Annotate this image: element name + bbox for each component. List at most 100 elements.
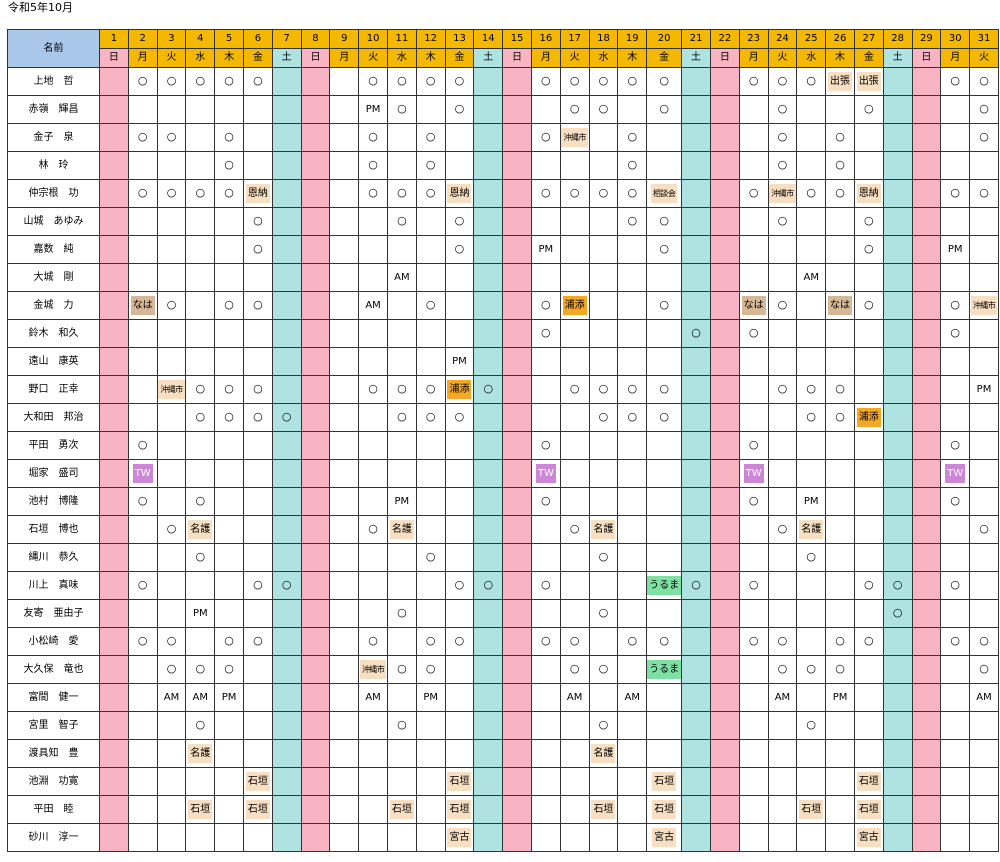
day-number-header: 1: [99, 29, 129, 49]
schedule-cell: [329, 459, 360, 488]
schedule-cell: ○: [767, 291, 798, 320]
schedule-cell: [911, 67, 942, 96]
schedule-cell: [853, 151, 884, 180]
schedule-cell: [882, 403, 913, 432]
schedule-cell: [617, 571, 648, 600]
attendance-mark: ○: [368, 186, 378, 199]
schedule-cell: [329, 431, 360, 460]
schedule-cell: [156, 403, 187, 432]
attendance-mark: ○: [541, 634, 551, 647]
schedule-cell: [738, 123, 769, 152]
schedule-cell: [969, 403, 999, 432]
schedule-cell: ○: [853, 207, 884, 236]
schedule-cell: [796, 95, 827, 124]
schedule-cell: [709, 515, 740, 544]
schedule-cell: [796, 207, 827, 236]
schedule-cell: [300, 263, 331, 292]
schedule-cell: AM: [358, 683, 388, 712]
schedule-entry: 石垣: [447, 800, 472, 819]
schedule-cell: [617, 291, 648, 320]
schedule-entry: PM: [947, 243, 963, 255]
attendance-mark: ○: [598, 102, 609, 115]
schedule-cell: [473, 739, 504, 768]
schedule-cell: [300, 123, 331, 152]
schedule-entry: 浦添: [856, 408, 881, 427]
attendance-mark: ○: [137, 438, 148, 451]
schedule-cell: [473, 823, 504, 852]
schedule-cell: [969, 599, 999, 628]
schedule-cell: [386, 823, 417, 852]
schedule-cell: [738, 599, 769, 628]
day-number-header: 26: [825, 29, 855, 49]
schedule-cell: [882, 459, 913, 488]
day-number-header: 20: [646, 29, 683, 49]
schedule-cell: ○: [588, 543, 619, 572]
schedule-cell: [127, 515, 158, 544]
attendance-mark: ○: [425, 130, 436, 143]
schedule-cell: [940, 795, 971, 824]
schedule-entry: AM: [624, 691, 640, 703]
schedule-cell: ○: [969, 95, 999, 124]
schedule-cell: [911, 823, 942, 852]
attendance-mark: ○: [979, 522, 989, 535]
schedule-cell: [617, 95, 648, 124]
attendance-mark: ○: [864, 578, 874, 591]
schedule-cell: [530, 599, 561, 628]
schedule-entry: 名護: [389, 520, 414, 539]
attendance-mark: ○: [835, 158, 845, 171]
schedule-cell: [444, 599, 475, 628]
schedule-cell: [617, 487, 648, 516]
schedule-cell: [185, 291, 216, 320]
schedule-cell: [156, 459, 187, 488]
attendance-mark: ○: [627, 634, 638, 647]
schedule-cell: [709, 235, 740, 264]
attendance-mark: ○: [137, 130, 148, 143]
schedule-entry: AM: [976, 691, 992, 703]
attendance-mark: ○: [892, 578, 903, 591]
schedule-cell: [300, 515, 331, 544]
attendance-mark: ○: [569, 634, 580, 647]
schedule-cell: [329, 767, 360, 796]
schedule-cell: [300, 319, 331, 348]
staff-name: 金城 力: [7, 291, 100, 320]
schedule-cell: ○: [156, 515, 187, 544]
schedule-cell: 石垣: [444, 767, 475, 796]
schedule-cell: ○: [853, 571, 884, 600]
schedule-cell: [709, 179, 740, 208]
schedule-cell: 石垣: [386, 795, 417, 824]
schedule-cell: なは: [127, 291, 158, 320]
schedule-cell: ○: [559, 515, 590, 544]
schedule-cell: [882, 711, 913, 740]
attendance-mark: ○: [979, 662, 989, 675]
schedule-cell: [825, 515, 855, 544]
schedule-cell: [156, 207, 187, 236]
day-number-header: 11: [386, 29, 417, 49]
schedule-cell: [911, 543, 942, 572]
attendance-mark: ○: [598, 410, 609, 423]
schedule-cell: [156, 795, 187, 824]
schedule-cell: ○: [185, 487, 216, 516]
weekday-header: 木: [825, 48, 855, 68]
schedule-cell: [617, 459, 648, 488]
schedule-cell: [386, 767, 417, 796]
schedule-cell: [386, 431, 417, 460]
schedule-cell: なは: [738, 291, 769, 320]
schedule-cell: ○: [767, 515, 798, 544]
table-row: 山城 あゆみ ○ ○ ○ ○ ○ ○ ○: [7, 207, 999, 236]
schedule-cell: [502, 151, 532, 180]
schedule-cell: [502, 403, 532, 432]
schedule-cell: [588, 207, 619, 236]
schedule-cell: [502, 459, 532, 488]
schedule-cell: TW: [127, 459, 158, 488]
schedule-cell: [502, 515, 532, 544]
schedule-cell: [242, 263, 273, 292]
attendance-mark: ○: [627, 130, 638, 143]
schedule-cell: ○: [617, 207, 648, 236]
schedule-cell: ○: [415, 655, 446, 684]
schedule-cell: [444, 655, 475, 684]
schedule-entry: PM: [832, 691, 848, 703]
schedule-cell: [853, 487, 884, 516]
staff-name: 縄川 恭久: [7, 543, 100, 572]
schedule-cell: [358, 571, 388, 600]
schedule-entry: 石垣: [389, 800, 414, 819]
